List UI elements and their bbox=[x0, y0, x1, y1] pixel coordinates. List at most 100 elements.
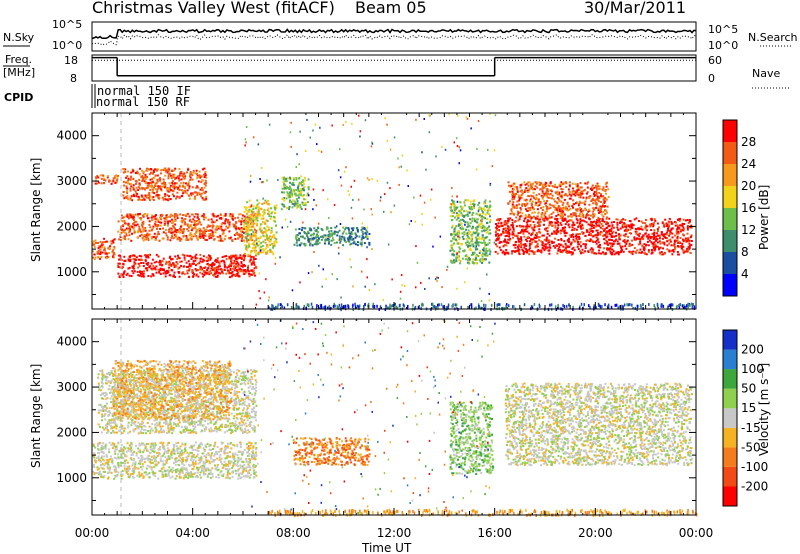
power-cell bbox=[577, 233, 580, 235]
power-cell bbox=[453, 230, 456, 233]
power-cell bbox=[159, 179, 161, 182]
power-cell bbox=[565, 205, 567, 208]
power-cell bbox=[227, 271, 230, 274]
power-cell bbox=[360, 238, 363, 241]
power-cell bbox=[610, 221, 613, 224]
power-cell bbox=[470, 235, 473, 238]
power-cell bbox=[398, 166, 400, 169]
power-cell bbox=[528, 244, 531, 247]
power-cell bbox=[587, 223, 590, 226]
power-cell bbox=[618, 233, 621, 236]
power-cell bbox=[585, 221, 588, 224]
power-cell bbox=[554, 200, 557, 203]
power-cell bbox=[530, 203, 533, 206]
power-cell bbox=[607, 188, 610, 191]
power-cell bbox=[535, 202, 538, 205]
power-cell bbox=[250, 249, 253, 252]
power-cell bbox=[502, 250, 505, 253]
power-cell bbox=[288, 205, 291, 208]
power-cell bbox=[125, 274, 128, 276]
power-cell bbox=[141, 224, 144, 227]
power-cell bbox=[563, 232, 566, 235]
nave-label: Nave bbox=[752, 67, 780, 80]
power-cell bbox=[536, 217, 539, 220]
power-cell bbox=[258, 251, 260, 254]
power-cell bbox=[265, 219, 268, 222]
power-cell bbox=[507, 217, 510, 220]
power-cell bbox=[551, 194, 554, 197]
power-cell bbox=[301, 201, 304, 204]
power-cell bbox=[606, 249, 609, 252]
power-cell bbox=[461, 242, 463, 245]
power-cell bbox=[576, 245, 579, 248]
power-cell bbox=[365, 229, 368, 232]
power-cell bbox=[472, 245, 475, 248]
power-cell bbox=[451, 253, 454, 256]
power-cell bbox=[131, 199, 134, 202]
power-cell bbox=[174, 229, 177, 232]
power-cell bbox=[203, 229, 206, 232]
power-cell bbox=[181, 231, 184, 234]
power-cell bbox=[372, 304, 374, 308]
power-cell bbox=[92, 243, 95, 246]
power-cell bbox=[141, 179, 144, 181]
power-cell bbox=[173, 264, 176, 267]
power-cell bbox=[541, 212, 544, 215]
power-cell bbox=[220, 227, 223, 230]
power-cell bbox=[153, 176, 156, 179]
power-cell bbox=[274, 262, 276, 265]
power-cell bbox=[139, 271, 142, 273]
power-cell bbox=[572, 190, 575, 192]
power-cell bbox=[202, 258, 205, 261]
power-cell bbox=[192, 171, 195, 174]
power-cell bbox=[275, 238, 278, 241]
power-cell bbox=[164, 195, 166, 198]
power-cell bbox=[307, 201, 309, 203]
power-cell bbox=[467, 223, 470, 226]
power-cell bbox=[142, 265, 145, 267]
power-cell bbox=[255, 213, 258, 216]
power-cell bbox=[579, 225, 582, 228]
power-cell bbox=[349, 258, 351, 261]
power-cell bbox=[256, 203, 259, 206]
power-cell bbox=[324, 238, 327, 241]
power-cell bbox=[316, 143, 318, 146]
power-cell bbox=[584, 247, 587, 250]
power-cell bbox=[540, 214, 543, 216]
power-cell bbox=[543, 192, 546, 195]
power-cell bbox=[163, 224, 166, 226]
power-cell bbox=[621, 226, 624, 229]
power-cell bbox=[595, 242, 598, 245]
power-cell bbox=[296, 239, 298, 242]
power-cell bbox=[198, 230, 201, 233]
power-cell bbox=[333, 232, 336, 235]
power-cell bbox=[504, 239, 507, 242]
power-cell bbox=[660, 253, 663, 256]
power-cell bbox=[299, 203, 302, 206]
power-cell bbox=[547, 190, 549, 193]
power-cell bbox=[574, 214, 577, 217]
power-cell bbox=[300, 207, 303, 210]
power-cell bbox=[413, 196, 415, 199]
power-cell bbox=[155, 235, 158, 238]
power-cell bbox=[296, 153, 298, 156]
power-cell bbox=[151, 197, 154, 200]
power-cell bbox=[236, 233, 239, 236]
power-cell bbox=[634, 238, 637, 241]
power-cell bbox=[185, 237, 188, 239]
power-cell bbox=[617, 251, 620, 254]
power-cell bbox=[527, 236, 530, 239]
power-cell bbox=[343, 170, 346, 173]
power-cell bbox=[341, 235, 344, 238]
power-cell bbox=[472, 199, 475, 202]
power-cell bbox=[582, 243, 585, 246]
power-cell bbox=[132, 222, 134, 225]
power-cell bbox=[303, 198, 306, 201]
power-cell bbox=[597, 185, 600, 188]
power-cell bbox=[568, 197, 571, 200]
power-cell bbox=[146, 176, 148, 178]
power-cell bbox=[551, 232, 553, 235]
power-cell bbox=[172, 275, 175, 278]
power-cell bbox=[140, 262, 143, 264]
power-cell bbox=[679, 224, 682, 227]
